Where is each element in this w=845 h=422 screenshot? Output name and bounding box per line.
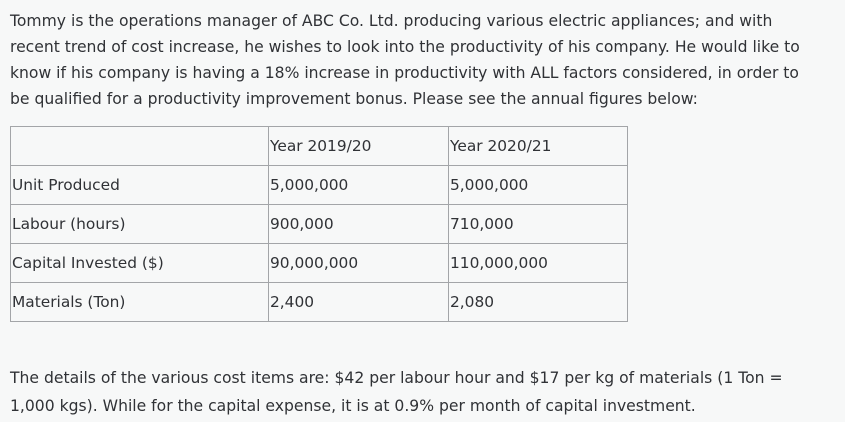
table-row: Unit Produced 5,000,000 5,000,000 — [10, 165, 628, 205]
row-label-materials-ton: Materials (Ton) — [10, 282, 269, 322]
table-row: Materials (Ton) 2,400 2,080 — [10, 282, 628, 322]
table-cell: 5,000,000 — [268, 165, 449, 205]
table-cell: 90,000,000 — [268, 243, 449, 283]
intro-line: be qualified for a productivity improvem… — [10, 90, 698, 108]
details-line: 1,000 kgs). While for the capital expens… — [10, 397, 696, 415]
intro-line: Tommy is the operations manager of ABC C… — [10, 12, 773, 30]
intro-line: recent trend of cost increase, he wishes… — [10, 38, 800, 56]
table-cell: 5,000,000 — [448, 165, 628, 205]
row-label-unit-produced: Unit Produced — [10, 165, 269, 205]
table-cell: 110,000,000 — [448, 243, 628, 283]
header-year-2019-20: Year 2019/20 — [268, 126, 449, 166]
table-cell: 710,000 — [448, 204, 628, 244]
header-year-2020-21: Year 2020/21 — [448, 126, 628, 166]
cost-details: The details of the various cost items ar… — [10, 364, 783, 420]
intro-line: know if his company is having a 18% incr… — [10, 64, 799, 82]
table-cell: 2,400 — [268, 282, 449, 322]
annual-figures-table: Year 2019/20 Year 2020/21 Unit Produced … — [10, 126, 628, 322]
table-cell: 900,000 — [268, 204, 449, 244]
header-cell-blank — [10, 126, 269, 166]
table-cell: 2,080 — [448, 282, 628, 322]
table-row: Labour (hours) 900,000 710,000 — [10, 204, 628, 244]
row-label-capital-invested: Capital Invested ($) — [10, 243, 269, 283]
details-line: The details of the various cost items ar… — [10, 369, 783, 387]
table-row: Capital Invested ($) 90,000,000 110,000,… — [10, 243, 628, 283]
problem-intro: Tommy is the operations manager of ABC C… — [10, 8, 845, 112]
row-label-labour-hours: Labour (hours) — [10, 204, 269, 244]
table-header-row: Year 2019/20 Year 2020/21 — [10, 126, 628, 166]
